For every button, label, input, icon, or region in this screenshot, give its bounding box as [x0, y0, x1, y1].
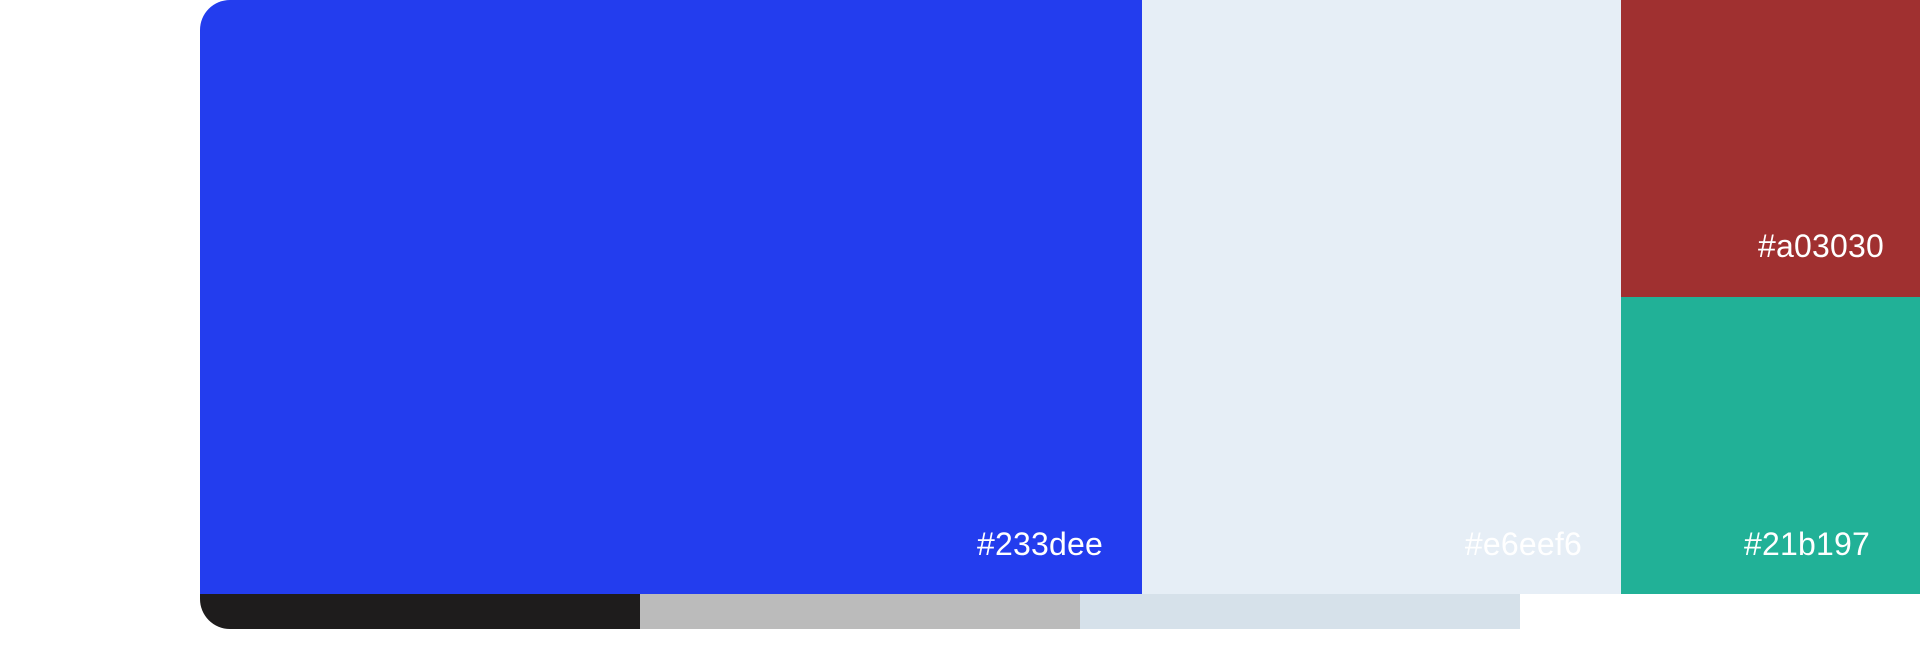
swatch-red[interactable]: #a03030	[1621, 0, 1920, 297]
swatch-hex-label: #21b197	[1744, 526, 1870, 562]
shade-dark[interactable]	[200, 594, 640, 629]
shade-pale-blue[interactable]	[1080, 594, 1520, 629]
color-palette: #233dee #e6eef6 #a03030 #21b197	[200, 0, 1920, 629]
swatch-hex-label: #a03030	[1758, 228, 1884, 264]
swatch-light[interactable]: #e6eef6	[1142, 0, 1621, 594]
swatch-teal[interactable]: #21b197	[1621, 297, 1920, 594]
shade-gray[interactable]	[640, 594, 1080, 629]
swatch-hex-label: #e6eef6	[1464, 526, 1582, 562]
swatch-hex-label: #233dee	[977, 526, 1103, 562]
swatch-primary[interactable]: #233dee	[200, 0, 1142, 594]
